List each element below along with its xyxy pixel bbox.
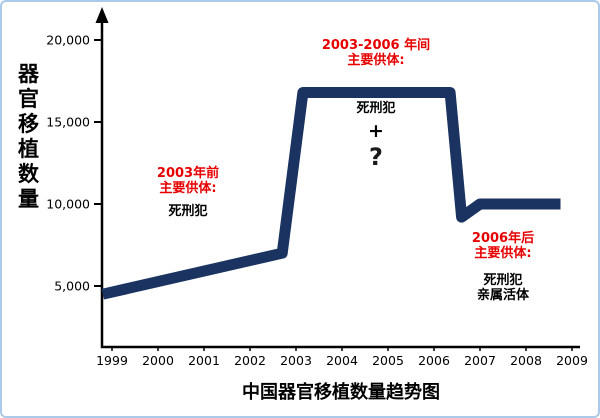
annotation-black-line: 死刑犯 <box>168 204 208 219</box>
annotation-black-line: 死刑犯 <box>356 101 396 116</box>
x-tick-label: 2009 <box>556 353 588 368</box>
x-tick-label: 2008 <box>510 353 542 368</box>
x-tick-label: 1999 <box>96 353 128 368</box>
annotation-2003-2006: 2003-2006 年间 主要供体: 死刑犯 + ? <box>296 38 456 170</box>
question-mark: ? <box>369 143 383 171</box>
x-tick-label: 2005 <box>372 353 404 368</box>
y-axis-title: 器官移植数量 <box>18 62 39 211</box>
x-tick-label: 2001 <box>188 353 220 368</box>
x-tick-label: 2004 <box>326 353 358 368</box>
annotation-before-2003: 2003年前 主要供体: 死刑犯 <box>130 166 246 219</box>
y-tick-label: 15,000 <box>46 115 90 130</box>
y-axis-arrowhead-icon <box>95 7 109 23</box>
x-tick-label: 2000 <box>142 353 174 368</box>
annotation-red-line: 主要供体: <box>474 246 532 261</box>
plus-sign: + <box>368 120 384 142</box>
x-tick-label: 2006 <box>418 353 450 368</box>
y-tick-label: 5,000 <box>54 279 90 294</box>
x-tick-label: 2007 <box>464 353 496 368</box>
y-tick-label: 20,000 <box>46 33 90 48</box>
x-tick-label: 2002 <box>234 353 266 368</box>
chart-title: 中国器官移植数量趋势图 <box>242 382 440 403</box>
trend-line <box>101 87 561 300</box>
annotation-black-line: 死刑犯 <box>483 273 523 288</box>
annotation-after-2006: 2006年后 主要供体: 死刑犯 亲属活体 <box>446 231 560 303</box>
annotation-red-line: 2003-2006 年间 <box>321 38 431 53</box>
y-tick-label: 10,000 <box>46 197 90 212</box>
annotation-black-line: 亲属活体 <box>476 288 529 303</box>
annotation-red-line: 主要供体: <box>347 53 405 68</box>
axes <box>100 20 580 349</box>
x-tick-label: 2003 <box>280 353 312 368</box>
annotation-red-line: 主要供体: <box>159 181 217 196</box>
annotation-red-line: 2003年前 <box>156 166 220 181</box>
annotation-red-line: 2006年后 <box>471 231 535 246</box>
